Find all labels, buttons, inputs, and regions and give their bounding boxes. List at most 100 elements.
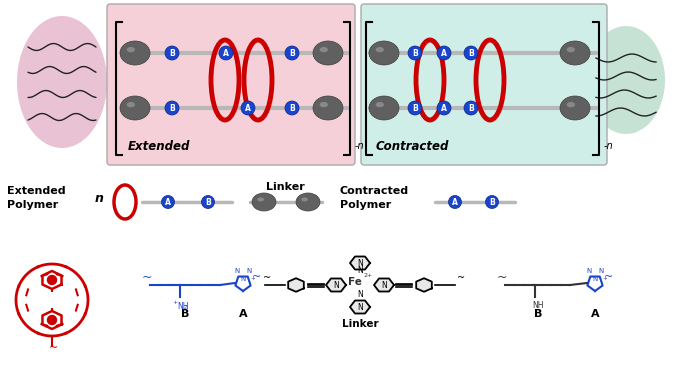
Text: N: N: [598, 268, 603, 274]
Text: B: B: [489, 198, 495, 207]
Text: Extended: Extended: [7, 186, 65, 196]
Polygon shape: [374, 279, 394, 291]
Ellipse shape: [313, 96, 343, 120]
Circle shape: [408, 46, 422, 60]
Text: ~: ~: [252, 272, 261, 282]
Text: A: A: [591, 309, 599, 319]
Text: N: N: [333, 280, 339, 290]
Circle shape: [464, 46, 478, 60]
Text: ~: ~: [49, 343, 58, 353]
Polygon shape: [350, 301, 370, 313]
Text: ~: ~: [142, 271, 153, 284]
Text: N: N: [357, 266, 363, 275]
Ellipse shape: [257, 197, 264, 201]
Text: +: +: [250, 276, 254, 281]
Text: +: +: [602, 276, 607, 281]
Ellipse shape: [376, 47, 384, 52]
Polygon shape: [288, 278, 304, 292]
Ellipse shape: [17, 16, 107, 148]
Ellipse shape: [313, 41, 343, 65]
Circle shape: [285, 46, 299, 60]
Text: N: N: [357, 259, 363, 268]
Text: B: B: [169, 104, 175, 113]
Text: -n: -n: [355, 141, 364, 151]
Text: Linker: Linker: [266, 182, 304, 192]
Text: Linker: Linker: [342, 319, 378, 329]
Polygon shape: [416, 278, 432, 292]
Ellipse shape: [296, 193, 320, 211]
Text: Fe: Fe: [348, 277, 362, 287]
Circle shape: [165, 101, 179, 115]
Text: A: A: [165, 198, 171, 207]
Ellipse shape: [120, 96, 150, 120]
Text: NH: NH: [177, 302, 188, 311]
Circle shape: [464, 101, 478, 115]
Circle shape: [219, 46, 233, 60]
Ellipse shape: [567, 102, 575, 107]
Ellipse shape: [320, 102, 328, 107]
Circle shape: [408, 101, 422, 115]
Circle shape: [448, 195, 462, 209]
Text: N: N: [592, 276, 597, 282]
Polygon shape: [350, 257, 370, 270]
Text: B: B: [412, 104, 418, 113]
Text: Contracted: Contracted: [340, 186, 409, 196]
Ellipse shape: [320, 47, 328, 52]
Text: A: A: [223, 49, 229, 58]
Text: ~: ~: [604, 272, 614, 282]
Text: B: B: [468, 104, 474, 113]
Text: ~: ~: [263, 273, 271, 283]
Text: ~: ~: [457, 273, 465, 283]
Circle shape: [285, 101, 299, 115]
Text: A: A: [452, 198, 458, 207]
Circle shape: [165, 46, 179, 60]
Ellipse shape: [127, 47, 135, 52]
Text: N: N: [234, 268, 239, 274]
Ellipse shape: [567, 47, 575, 52]
Text: B: B: [205, 198, 211, 207]
Text: N: N: [357, 290, 363, 299]
Text: B: B: [412, 49, 418, 58]
Text: B: B: [468, 49, 474, 58]
FancyBboxPatch shape: [107, 4, 355, 165]
Text: -n: -n: [604, 141, 614, 151]
Text: A: A: [239, 309, 247, 319]
Text: NH: NH: [532, 301, 543, 310]
Text: B: B: [534, 309, 542, 319]
Text: Contracted: Contracted: [376, 140, 450, 153]
Ellipse shape: [252, 193, 276, 211]
Circle shape: [47, 276, 57, 285]
Circle shape: [161, 195, 175, 209]
Text: 2+: 2+: [363, 273, 372, 278]
Ellipse shape: [587, 26, 665, 134]
Text: Extended: Extended: [128, 140, 190, 153]
Text: N: N: [381, 280, 387, 290]
Circle shape: [47, 316, 57, 324]
Text: A: A: [441, 49, 447, 58]
Text: 2: 2: [184, 305, 188, 310]
Text: N: N: [357, 302, 363, 311]
Circle shape: [202, 195, 215, 209]
FancyBboxPatch shape: [361, 4, 607, 165]
Text: N: N: [586, 268, 591, 274]
Text: ~: ~: [497, 271, 508, 284]
Text: Polymer: Polymer: [7, 200, 58, 210]
Text: +: +: [172, 300, 178, 305]
Text: N: N: [240, 276, 245, 282]
Circle shape: [437, 46, 451, 60]
Ellipse shape: [369, 41, 399, 65]
Ellipse shape: [120, 41, 150, 65]
Ellipse shape: [560, 96, 590, 120]
Text: Polymer: Polymer: [340, 200, 391, 210]
Text: N: N: [246, 268, 251, 274]
Text: A: A: [245, 104, 251, 113]
Text: B: B: [169, 49, 175, 58]
Ellipse shape: [376, 102, 384, 107]
Text: B: B: [289, 104, 295, 113]
Text: B: B: [289, 49, 295, 58]
Circle shape: [437, 101, 451, 115]
Circle shape: [241, 101, 255, 115]
Text: A: A: [441, 104, 447, 113]
Ellipse shape: [560, 41, 590, 65]
Polygon shape: [326, 279, 346, 291]
